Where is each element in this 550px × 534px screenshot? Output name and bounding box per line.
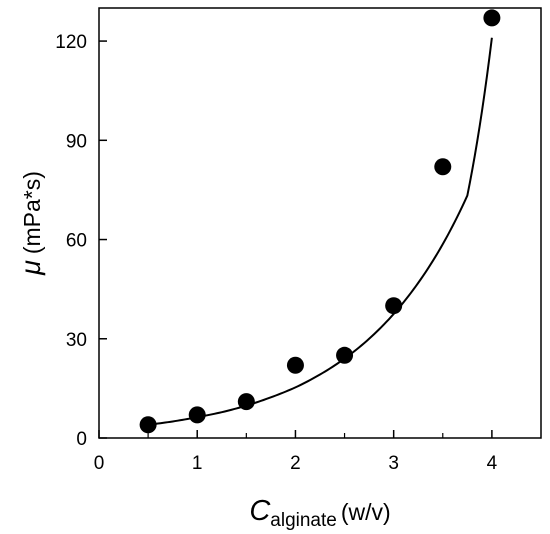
data-point [237,393,255,411]
x-axis-title: Calginate (w/v) [249,495,390,531]
data-point [336,346,354,364]
y-tick-label: 0 [76,429,87,450]
y-tick-label: 60 [66,231,87,252]
y-tick-label: 120 [55,32,87,53]
fit-curve [147,37,493,426]
y-axis-title-unit: (mPa*s) [19,171,45,254]
plot-frame [98,7,542,439]
y-tick-label: 30 [66,330,87,351]
x-tick-label: 0 [94,453,105,474]
x-axis-title-main: C [249,495,271,527]
data-point [188,406,206,424]
x-tick-label: 3 [388,453,399,474]
x-axis-title-subscript: alginate [270,510,337,531]
y-axis-title: μ (mPa*s) [16,171,46,276]
data-point [385,297,403,315]
data-point [434,158,452,176]
x-axis-title-unit: (w/v) [341,499,391,525]
x-tick-label: 1 [192,453,203,474]
data-points [139,9,501,434]
x-tick-label: 2 [290,453,301,474]
y-ticks: 0 30 60 90 120 [55,32,107,450]
y-tick-label: 90 [66,131,87,152]
data-point [286,356,304,374]
data-point [483,9,501,27]
x-ticks: 0 1 2 3 4 [94,430,498,474]
data-point [139,416,157,434]
fit-curve-group [147,37,493,426]
x-tick-label: 4 [487,453,498,474]
y-axis-title-main: μ [16,260,46,276]
